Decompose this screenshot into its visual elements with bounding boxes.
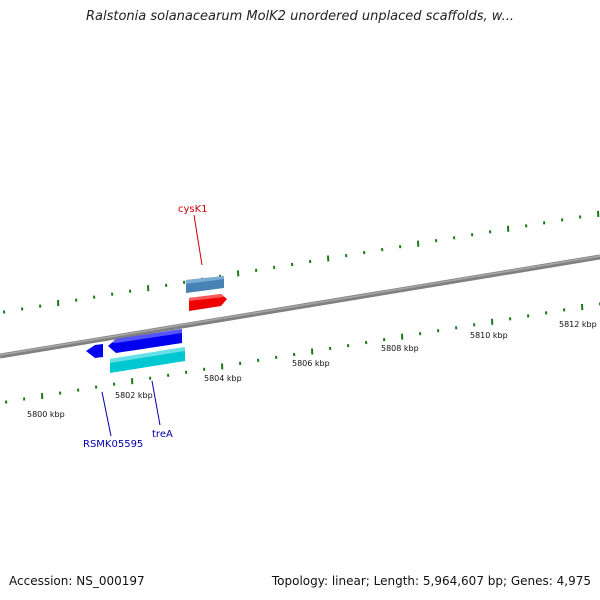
ruler-label-5804: 5804 kbp <box>204 374 242 383</box>
ruler-labels: 5800 kbp 5802 kbp 5804 kbp 5806 kbp 5808… <box>27 320 597 419</box>
RSMK05595-leader <box>101 391 112 437</box>
treA-leader <box>151 380 161 426</box>
summary-text: Topology: linear; Length: 5,964,607 bp; … <box>271 574 591 588</box>
gene-treA[interactable] <box>110 347 185 373</box>
upper-tick-row <box>3 210 600 314</box>
ruler-label-5806: 5806 kbp <box>292 359 330 368</box>
gene-label-treA[interactable]: treA <box>152 429 173 440</box>
ruler-label-5812: 5812 kbp <box>559 320 597 329</box>
cysK1-leader <box>193 214 203 266</box>
ruler-label-5810: 5810 kbp <box>470 331 508 340</box>
ruler-label-5808: 5808 kbp <box>381 344 419 353</box>
gene-cysK1-alt[interactable] <box>186 276 224 293</box>
gene-treA-blue[interactable] <box>108 329 182 353</box>
lower-tick-row <box>5 302 600 404</box>
gene-label-RSMK05595[interactable]: RSMK05595 <box>83 439 143 450</box>
ruler-label-5802: 5802 kbp <box>115 391 153 400</box>
sequence-backbone <box>0 254 600 359</box>
gene-label-cysK1[interactable]: cysK1 <box>178 204 208 215</box>
gene-RSMK05595[interactable] <box>86 344 103 358</box>
ruler-label-5800: 5800 kbp <box>27 410 65 419</box>
accession-text: Accession: NS_000197 <box>9 574 145 588</box>
map-title: Ralstonia solanacearum MolK2 unordered u… <box>85 9 514 24</box>
gene-cysK1[interactable] <box>189 294 227 311</box>
